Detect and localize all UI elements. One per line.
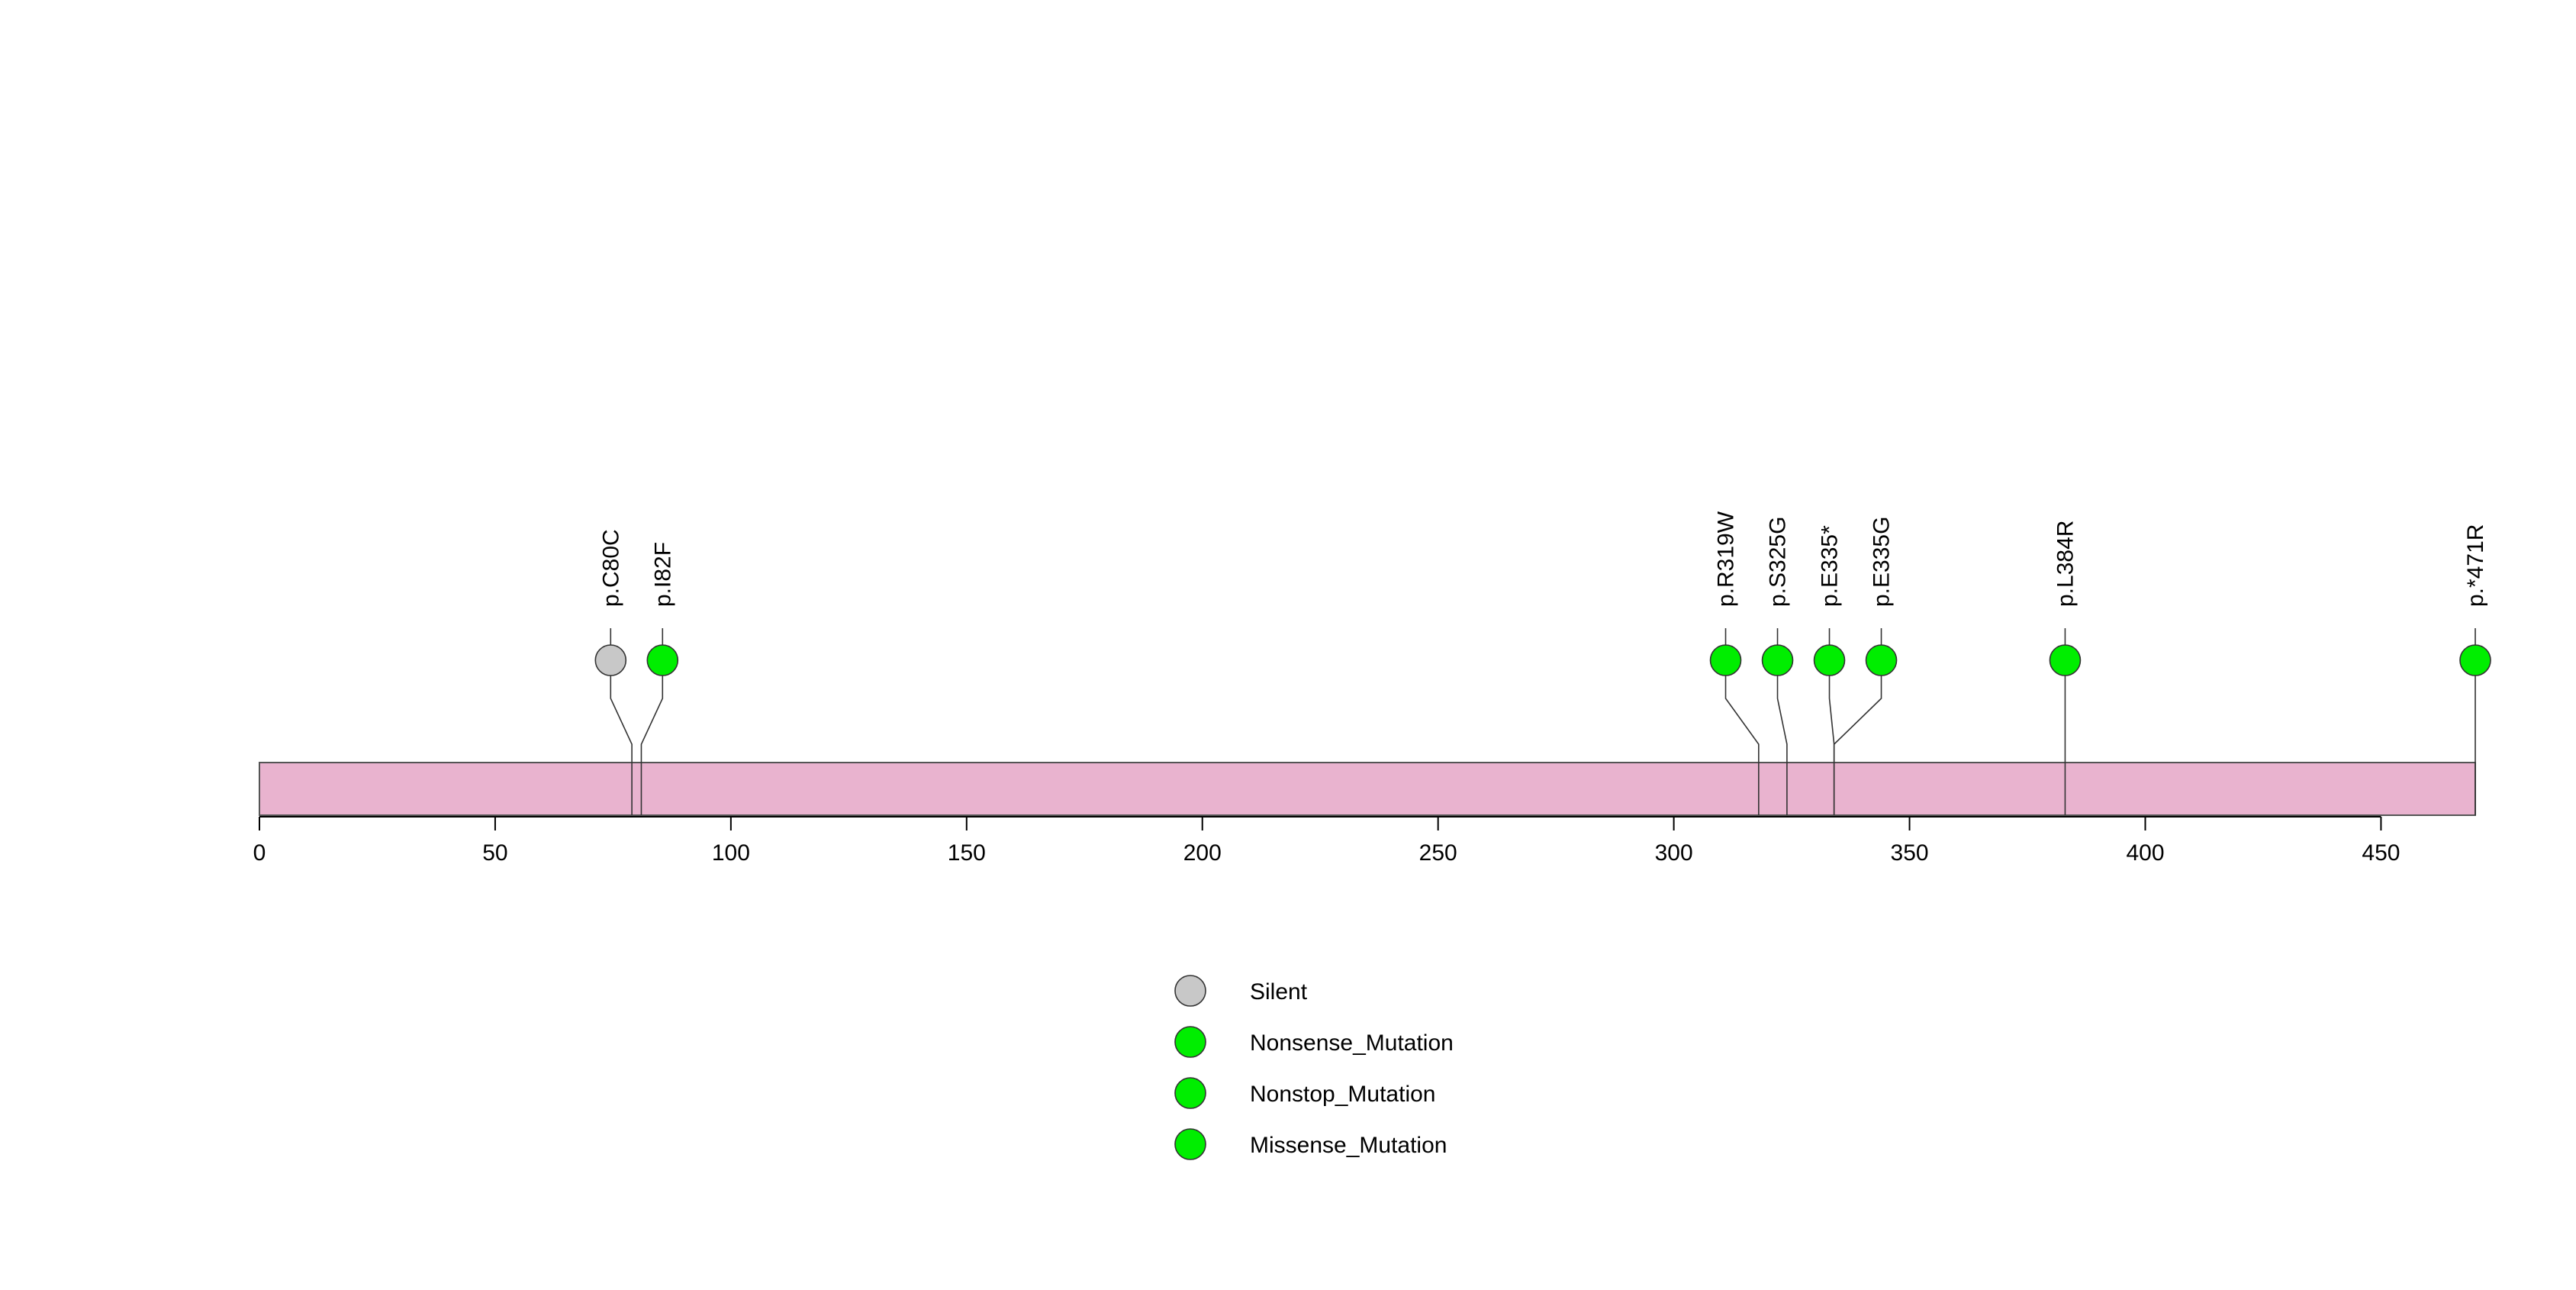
mutation-stem-1 [640, 660, 664, 815]
x-tick-label-0: 0 [253, 840, 266, 866]
mutation-dot-1 [646, 644, 679, 676]
mutation-label-7: p.*471R [2463, 524, 2488, 607]
mutation-stem-0 [610, 660, 633, 815]
x-tick-label-8: 400 [2126, 840, 2164, 866]
legend-label-2: Nonstop_Mutation [1250, 1082, 1436, 1107]
protein-layer [259, 762, 2476, 816]
legend-dot-2 [1174, 1077, 1206, 1109]
x-tick-label-5: 250 [1419, 840, 1457, 866]
mutation-label-4: p.E335* [1818, 525, 1843, 607]
mutation-label-5: p.E335G [1869, 517, 1895, 607]
legend: Silent Nonsense_Mutation Nonstop_Mutation M… [1174, 975, 1454, 1160]
protein-bar [259, 762, 2476, 816]
mutation-label-2: p.R319W [1714, 511, 1739, 607]
mutation-label-1: p.I82F [650, 542, 675, 607]
legend-dot-3 [1174, 1128, 1206, 1160]
mutation-dot-7 [2459, 644, 2491, 676]
legend-dot-1 [1174, 1026, 1206, 1058]
mutation-stem-2 [1724, 660, 1760, 815]
legend-label-3: Missense_Mutation [1250, 1133, 1447, 1158]
mutation-dot-3 [1761, 644, 1794, 676]
mutation-dot-2 [1709, 644, 1742, 676]
x-tick-label-3: 150 [948, 840, 986, 866]
legend-dot-0 [1174, 975, 1206, 1007]
mutation-dot-0 [594, 644, 627, 676]
mutation-dot-6 [2049, 644, 2082, 676]
mutation-dot-4 [1813, 644, 1846, 676]
mutation-label-0: p.C80C [598, 529, 623, 607]
legend-label-0: Silent [1250, 979, 1308, 1005]
mutation-label-3: p.S325G [1766, 517, 1791, 607]
x-tick-label-4: 200 [1183, 840, 1222, 866]
x-tick-label-1: 50 [482, 840, 507, 866]
x-tick-label-6: 300 [1655, 840, 1693, 866]
mutation-stem-3 [1776, 660, 1788, 815]
x-axis: 0 50 100 150 200 250 300 350 400 450 [253, 816, 2400, 866]
mutation-stem-5 [1833, 660, 1882, 815]
mutation-dot-5 [1865, 644, 1898, 676]
legend-label-1: Nonsense_Mutation [1250, 1030, 1454, 1056]
mutation-label-6: p.L384R [2053, 521, 2078, 607]
x-tick-label-9: 450 [2362, 840, 2400, 866]
x-tick-label-7: 350 [1891, 840, 1929, 866]
mutation-stems [610, 628, 2476, 815]
x-tick-label-2: 100 [712, 840, 750, 866]
mutation-markers: p.C80C p.I82F p.R319W p.S325G p.E335* p.E335G… [594, 511, 2491, 676]
